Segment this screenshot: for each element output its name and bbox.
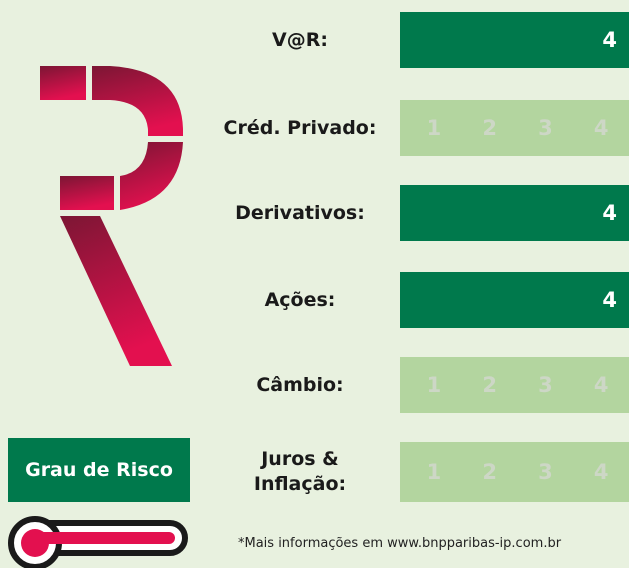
scale-step: 4: [593, 373, 609, 397]
scale-step: 2: [482, 373, 497, 397]
risk-row: Juros & Inflação: 1 2 3 4: [200, 442, 629, 502]
footnote: *Mais informações em www.bnpparibas-ip.c…: [238, 536, 562, 551]
row-label: Juros & Inflação:: [253, 448, 347, 495]
row-label: Créd. Privado:: [223, 116, 377, 139]
scale-step: 1: [426, 373, 442, 397]
level-bar: 4: [400, 12, 629, 68]
row-label: V@R:: [272, 28, 328, 51]
level-bar: 4: [400, 185, 629, 241]
risk-row: Derivativos: 4: [200, 185, 629, 241]
logo: [40, 66, 183, 366]
row-label: Ações:: [264, 288, 336, 311]
scale-step: 3: [538, 116, 553, 140]
scale-step: 3: [538, 460, 553, 484]
scale-step: 4: [593, 116, 609, 140]
level-value: 4: [602, 28, 617, 52]
level-value: 4: [602, 288, 617, 312]
scale-step: 4: [593, 460, 609, 484]
level-value: 4: [602, 201, 617, 225]
risk-badge: Grau de Risco: [8, 438, 190, 502]
scale-step: 2: [482, 460, 497, 484]
thermometer-icon: [8, 516, 188, 568]
row-label: Derivativos:: [235, 201, 365, 224]
scale-step: 1: [426, 460, 442, 484]
scale-step: 3: [538, 373, 553, 397]
scale-bar: 1 2 3 4: [400, 442, 629, 502]
risk-row: Créd. Privado: 1 2 3 4: [200, 100, 629, 156]
level-bar: 4: [400, 272, 629, 328]
risk-row: V@R: 4: [200, 12, 629, 68]
row-label: Câmbio:: [256, 373, 344, 396]
risk-row: Ações: 4: [200, 272, 629, 328]
scale-step: 1: [426, 116, 442, 140]
risk-row: Câmbio: 1 2 3 4: [200, 357, 629, 413]
scale-step: 2: [482, 116, 497, 140]
scale-bar: 1 2 3 4: [400, 357, 629, 413]
scale-bar: 1 2 3 4: [400, 100, 629, 156]
